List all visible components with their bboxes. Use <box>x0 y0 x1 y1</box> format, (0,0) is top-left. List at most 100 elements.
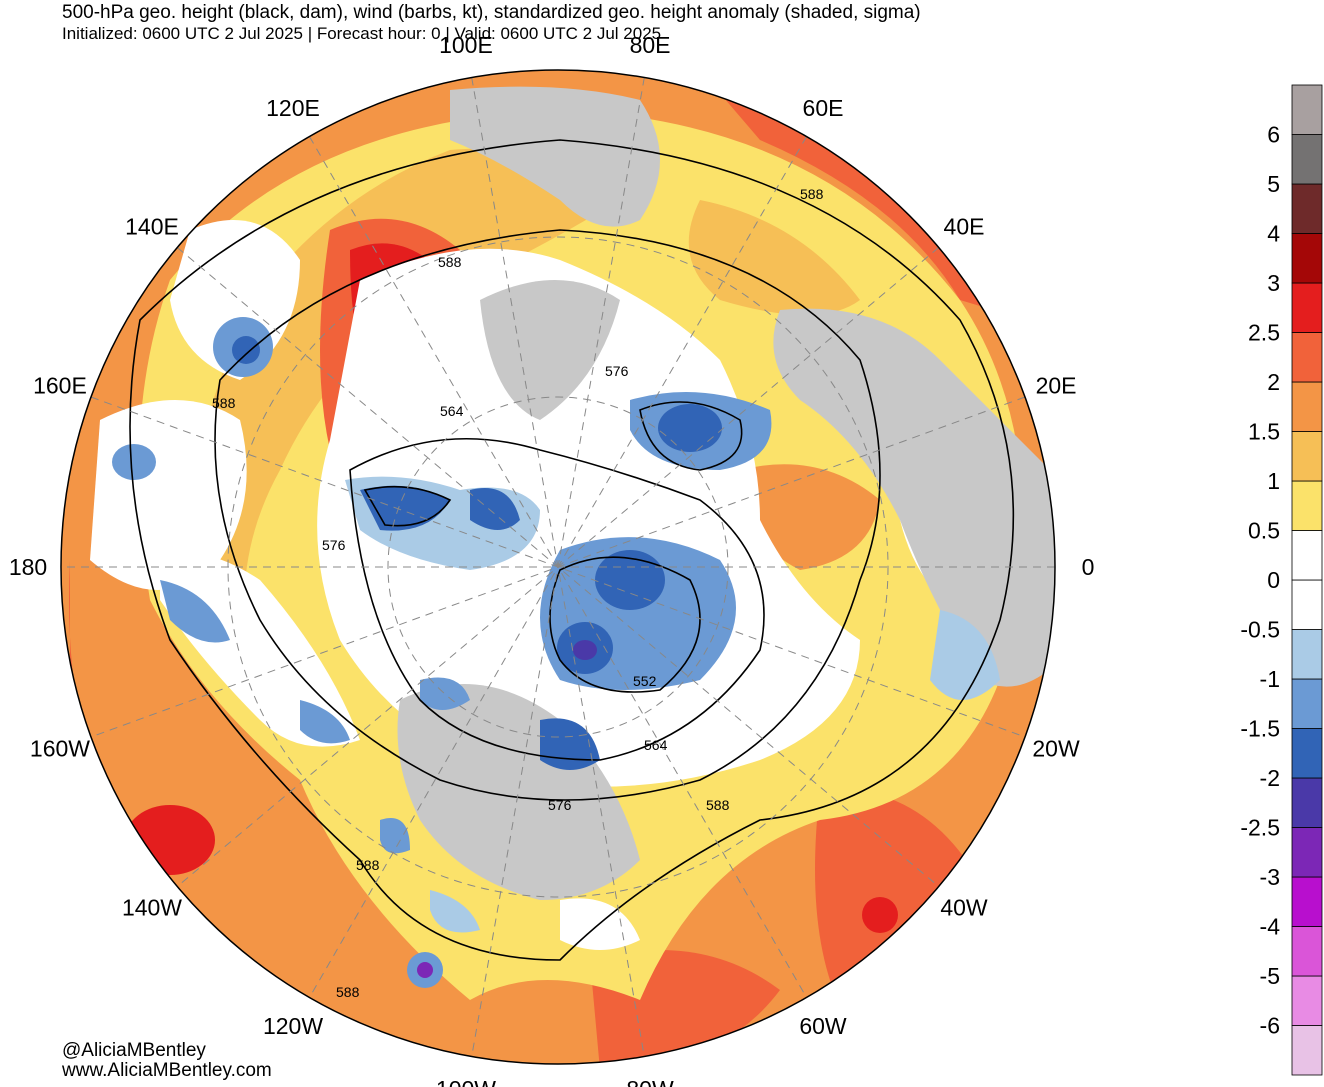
colorbar-tick-label: 1.5 <box>1248 419 1280 445</box>
longitude-label: 100E <box>439 32 493 58</box>
contour-588 <box>129 139 1015 961</box>
colorbar: -6 -5 -4 -3 -2.5 -2 -1.5 -1 -0.5 0 0.5 1 1.5 2 2.5 3 4 5 6 <box>1240 84 1323 1076</box>
longitude-label: 40W <box>940 895 988 921</box>
land-mask-europe-africa <box>773 308 1055 687</box>
credit-handle: @AliciaMBentley <box>62 1040 206 1061</box>
anomaly-neutral-bering <box>160 553 360 747</box>
anomaly-negative-southwest <box>430 890 480 933</box>
anomaly-core-hudson <box>573 640 597 660</box>
colorbar-tick-label: -4 <box>1260 914 1281 940</box>
colorbar-tick-label: 0 <box>1267 567 1280 593</box>
colorbar-tick-label: -1.5 <box>1240 716 1280 742</box>
contour-552 <box>549 556 701 693</box>
anomaly-negative-bering <box>160 580 230 643</box>
contour-label-564-arctic: 564 <box>440 403 464 419</box>
contour-label-576-pacific: 576 <box>322 537 346 553</box>
anomaly-negative-pacific-nw <box>380 818 410 854</box>
land-mask-taymyr <box>450 86 660 227</box>
longitude-label: 160W <box>30 735 90 761</box>
colorbar-bin <box>1291 530 1323 581</box>
longitude-labels: 100E 80E 120E 60E 140E 40E 160E 20E 180 0 160W 20W 1… <box>9 32 1095 1087</box>
map-boundary <box>60 69 1056 1065</box>
map-title: 500-hPa geo. height (black, dam), wind (… <box>62 2 921 23</box>
contour-label-576-arctic: 576 <box>605 363 629 379</box>
longitude-label: 40E <box>944 213 985 239</box>
colorbar-bin <box>1291 381 1323 432</box>
colorbar-bins <box>1291 84 1323 1076</box>
longitude-label: 100W <box>436 1076 496 1087</box>
colorbar-bin <box>1291 777 1323 828</box>
colorbar-tick-label: 3 <box>1267 270 1280 296</box>
contour-564 <box>349 438 765 761</box>
anomaly-strong-negative-scandinavia <box>658 404 722 452</box>
anomaly-strong-negative-kara <box>470 488 520 530</box>
colorbar-bin <box>1291 926 1323 977</box>
meridian-line <box>90 396 1026 738</box>
land-mask-arctic <box>480 280 620 420</box>
contour-label-588-atlantic: 588 <box>706 797 730 813</box>
contour-label-588-asia: 588 <box>438 254 462 270</box>
longitude-label: 60E <box>803 95 844 121</box>
anomaly-negative-gulf-alaska <box>300 700 350 744</box>
longitude-label: 160E <box>33 373 87 399</box>
map-subtitle: Initialized: 0600 UTC 2 Jul 2025 | Forec… <box>62 24 662 43</box>
anomaly-moderate-asia <box>200 148 620 661</box>
anomaly-neutral-arctic <box>317 248 861 787</box>
colorbar-bin <box>1291 1025 1323 1076</box>
colorbar-bin <box>1291 480 1323 531</box>
longitude-label: 60W <box>799 1013 847 1039</box>
colorbar-tick-label: 2 <box>1267 369 1280 395</box>
colorbar-tick-label: -2.5 <box>1240 815 1280 841</box>
longitude-label: 20W <box>1032 735 1080 761</box>
colorbar-tick-label: -0.5 <box>1240 617 1280 643</box>
contour-labels: 588 588 588 576 564 576 552 564 576 588 … <box>212 186 824 1000</box>
land-mask-north-america <box>397 684 640 900</box>
anomaly-europe-warm <box>740 464 880 570</box>
anomaly-negative-alaska <box>420 677 470 710</box>
colorbar-tick-label: -1 <box>1260 666 1280 692</box>
anomaly-negative-aleutian <box>112 444 156 480</box>
colorbar-tick-label: 4 <box>1267 221 1280 247</box>
colorbar-bin <box>1291 134 1323 185</box>
colorbar-bin <box>1291 282 1323 333</box>
longitude-label: 140W <box>122 895 182 921</box>
credit-website: www.AliciaMBentley.com <box>62 1060 272 1081</box>
anomaly-core-mexico <box>417 962 433 978</box>
contour-low-scandinavia <box>639 401 743 471</box>
contour-576 <box>214 229 881 801</box>
longitude-label: 80W <box>626 1076 674 1087</box>
longitude-label: 120W <box>263 1013 323 1039</box>
colorbar-tick-label: 5 <box>1267 171 1280 197</box>
colorbar-bin <box>1291 975 1323 1026</box>
anomaly-max-northpacific <box>125 805 215 875</box>
colorbar-bin <box>1291 233 1323 284</box>
colorbar-tick-label: -5 <box>1260 963 1280 989</box>
colorbar-bin <box>1291 876 1323 927</box>
colorbar-tick-label: 2.5 <box>1248 320 1280 346</box>
longitude-label: 140E <box>125 213 179 239</box>
colorbar-bin <box>1291 728 1323 779</box>
longitude-label: 20E <box>1036 373 1077 399</box>
colorbar-bin <box>1291 84 1323 135</box>
longitude-label: 120E <box>266 95 320 121</box>
colorbar-bin <box>1291 183 1323 234</box>
colorbar-tick-label: 1 <box>1267 468 1280 494</box>
colorbar-bin <box>1291 332 1323 383</box>
longitude-label: 0 <box>1082 554 1095 580</box>
contour-low-siberia <box>363 485 452 527</box>
graticule <box>61 77 1055 1057</box>
contour-label-588-siberia: 588 <box>800 186 824 202</box>
colorbar-bin <box>1291 678 1323 729</box>
contour-label-588-mexico: 588 <box>336 984 360 1000</box>
anomaly-strong-negative-okhotsk <box>232 336 260 364</box>
colorbar-bin <box>1291 629 1323 680</box>
anomaly-strong-negative-canada <box>595 550 665 610</box>
colorbar-bin <box>1291 827 1323 878</box>
contour-label-588-westcoast: 588 <box>356 857 380 873</box>
contour-label-588-pacific: 588 <box>212 395 236 411</box>
longitude-label: 180 <box>9 554 47 580</box>
colorbar-tick-label: -3 <box>1260 864 1280 890</box>
colorbar-bin <box>1291 431 1323 482</box>
anomaly-negative-iberia <box>930 610 1000 700</box>
